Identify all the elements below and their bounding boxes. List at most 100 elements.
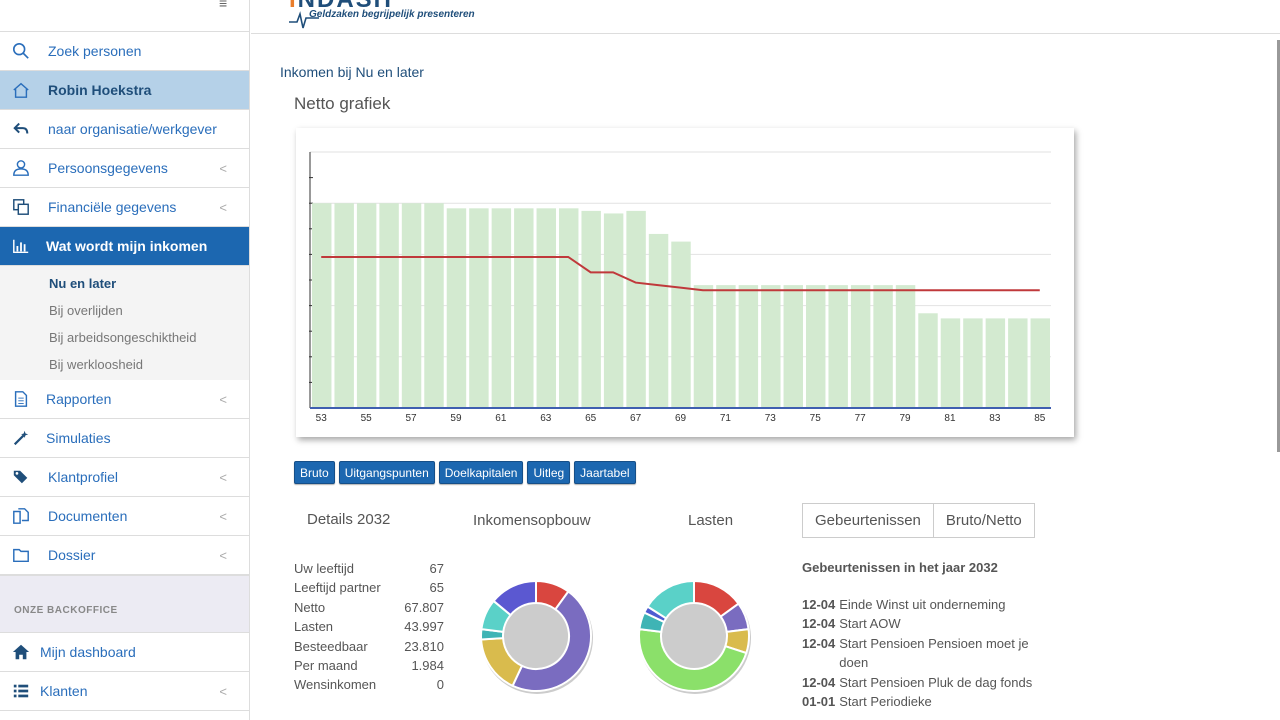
- tab-gebeurtenissen[interactable]: Gebeurtenissen: [802, 503, 934, 538]
- chevron-left-icon: <: [219, 508, 227, 524]
- donut-slice[interactable]: [511, 590, 592, 693]
- submenu-nu-en-later[interactable]: Nu en later: [49, 276, 117, 291]
- tab-bruto-netto[interactable]: Bruto/Netto: [933, 503, 1035, 538]
- chevron-left-icon: <: [219, 160, 227, 176]
- sidebar-item-label: Mijn dashboard: [40, 644, 136, 660]
- jaartabel-button[interactable]: Jaartabel: [574, 461, 636, 484]
- event-date: 12-04: [802, 635, 836, 651]
- netto-chart: 53 55 57 59 61 63 65 67 69 71 73 75 77 79 81 83 85: [309, 151, 1051, 424]
- search-icon: [0, 42, 48, 60]
- sidebar-item-documents[interactable]: Documenten <: [0, 497, 249, 536]
- bar-74: [783, 285, 803, 408]
- sidebar-item-profile[interactable]: Klantprofiel <: [0, 458, 249, 497]
- logo[interactable]: INDASH Geldzaken begrijpelijk presentere…: [281, 0, 479, 32]
- home-icon: [0, 81, 48, 99]
- folder-icon: [0, 546, 48, 564]
- details-row: Netto 67.807: [294, 598, 444, 617]
- document-icon: [0, 390, 48, 408]
- x-tick-label: 85: [1034, 413, 1046, 424]
- sidebar-item-clients[interactable]: Klanten <: [0, 672, 249, 711]
- x-tick-label: 73: [765, 413, 777, 424]
- donut-slice[interactable]: [646, 579, 695, 620]
- page-scrollbar[interactable]: [1277, 40, 1280, 452]
- uitleg-button[interactable]: Uitleg: [527, 461, 571, 484]
- sidebar-item-label: Dossier: [48, 547, 96, 563]
- sidebar-item-organisation[interactable]: naar organisatie/werkgever: [0, 110, 249, 149]
- event-item: 12-04 Einde Winst uit onderneming: [802, 595, 1052, 614]
- chevron-left-icon: <: [219, 391, 227, 407]
- sidebar-item-client[interactable]: Robin Hoekstra: [0, 71, 249, 110]
- chevron-left-icon: <: [219, 683, 227, 699]
- event-text: Start Pensioen Pensioen moet je doen: [839, 635, 1029, 671]
- sidebar-item-label: Documenten: [48, 508, 128, 524]
- x-tick-label: 81: [944, 413, 956, 424]
- logo-tagline: Geldzaken begrijpelijk presenteren: [309, 9, 475, 20]
- sidebar-item-reports[interactable]: Rapporten <: [0, 380, 249, 419]
- bar-80: [918, 313, 938, 408]
- details-row: Leeftijd partner 65: [294, 578, 444, 597]
- logo-wordmark: INDASH: [289, 0, 393, 14]
- details-row: Lasten 43.997: [294, 617, 444, 636]
- menu-icon[interactable]: ≡: [219, 0, 228, 11]
- page-title: Inkomen bij Nu en later: [280, 64, 424, 80]
- netto-chart-card: 53 55 57 59 61 63 65 67 69 71 73 75 77 79 81 83 85: [296, 128, 1074, 437]
- doelkapitalen-button[interactable]: Doelkapitalen: [438, 461, 524, 484]
- event-date: 12-04: [802, 616, 836, 632]
- chevron-left-icon: <: [219, 199, 227, 215]
- reply-icon: [0, 120, 48, 138]
- x-tick-label: 55: [361, 413, 373, 424]
- event-text: Start Pensioen Pluk de dag fonds: [839, 674, 1033, 690]
- x-tick-label: 75: [810, 413, 822, 424]
- bar-70: [693, 285, 714, 408]
- details-label: Lasten: [294, 619, 334, 635]
- sidebar-item-financial[interactable]: Financiële gegevens <: [0, 188, 249, 227]
- bar-73: [761, 285, 781, 408]
- inkomensopbouw-donut[interactable]: [476, 576, 596, 696]
- bar-75: [806, 285, 826, 408]
- submenu-arbeidsongeschiktheid[interactable]: Bij arbeidsongeschiktheid: [49, 330, 197, 345]
- bar-53: [312, 203, 332, 408]
- list-icon: [0, 682, 40, 700]
- details-row: Besteedbaar 23.810: [294, 637, 444, 656]
- donut-slice[interactable]: [492, 579, 537, 617]
- sidebar-item-label: Robin Hoekstra: [48, 82, 152, 98]
- event-date: 12-04: [802, 597, 836, 612]
- event-item: 12-04 Start AOW: [802, 614, 1052, 633]
- x-tick-label: 69: [675, 413, 687, 424]
- tags-icon: [0, 468, 48, 486]
- events-title: Gebeurtenissen in het jaar 2032: [802, 560, 998, 575]
- details-label: Uw leeftijd: [294, 561, 354, 576]
- bar-83: [985, 318, 1006, 408]
- bar-59: [446, 208, 467, 408]
- sidebar-item-simulations[interactable]: Simulaties: [0, 419, 249, 458]
- details-label: Per maand: [294, 657, 358, 673]
- sidebar-top: ≡: [0, 0, 249, 32]
- sidebar-item-income[interactable]: Wat wordt mijn inkomen: [0, 227, 249, 266]
- donut-slice[interactable]: [638, 627, 748, 692]
- sidebar-item-dossier[interactable]: Dossier <: [0, 536, 249, 575]
- uitgangspunten-button[interactable]: Uitgangspunten: [338, 461, 435, 484]
- sidebar-item-label: Persoonsgegevens: [48, 160, 168, 176]
- details-value: 0: [436, 677, 444, 693]
- details-label: Wensinkomen: [294, 677, 377, 693]
- lasten-donut[interactable]: [634, 576, 754, 696]
- bar-62: [514, 208, 534, 408]
- sidebar-item-dashboard[interactable]: Mijn dashboard: [0, 633, 249, 672]
- bruto-button[interactable]: Bruto: [294, 461, 335, 484]
- sidebar-item-search[interactable]: Zoek personen: [0, 32, 249, 71]
- x-tick-label: 53: [316, 413, 328, 424]
- bar-65: [581, 210, 601, 408]
- sidebar-item-personal[interactable]: Persoonsgegevens <: [0, 149, 249, 188]
- details-value: 67: [429, 561, 444, 576]
- x-tick-label: 57: [405, 413, 417, 424]
- details-table: Uw leeftijd 67 Leeftijd partner 65 Netto 67…: [294, 559, 444, 695]
- header: INDASH Geldzaken begrijpelijk presentere…: [251, 0, 1280, 34]
- bar-85: [1030, 318, 1050, 408]
- bar-68: [648, 233, 669, 408]
- sidebar-item-label: Simulaties: [46, 430, 111, 446]
- sidebar-item-label: Klanten: [40, 683, 88, 699]
- submenu-overlijden[interactable]: Bij overlijden: [49, 303, 123, 318]
- x-tick-label: 61: [495, 413, 507, 424]
- submenu-werkloosheid[interactable]: Bij werkloosheid: [49, 357, 143, 372]
- details-label: Leeftijd partner: [294, 580, 381, 596]
